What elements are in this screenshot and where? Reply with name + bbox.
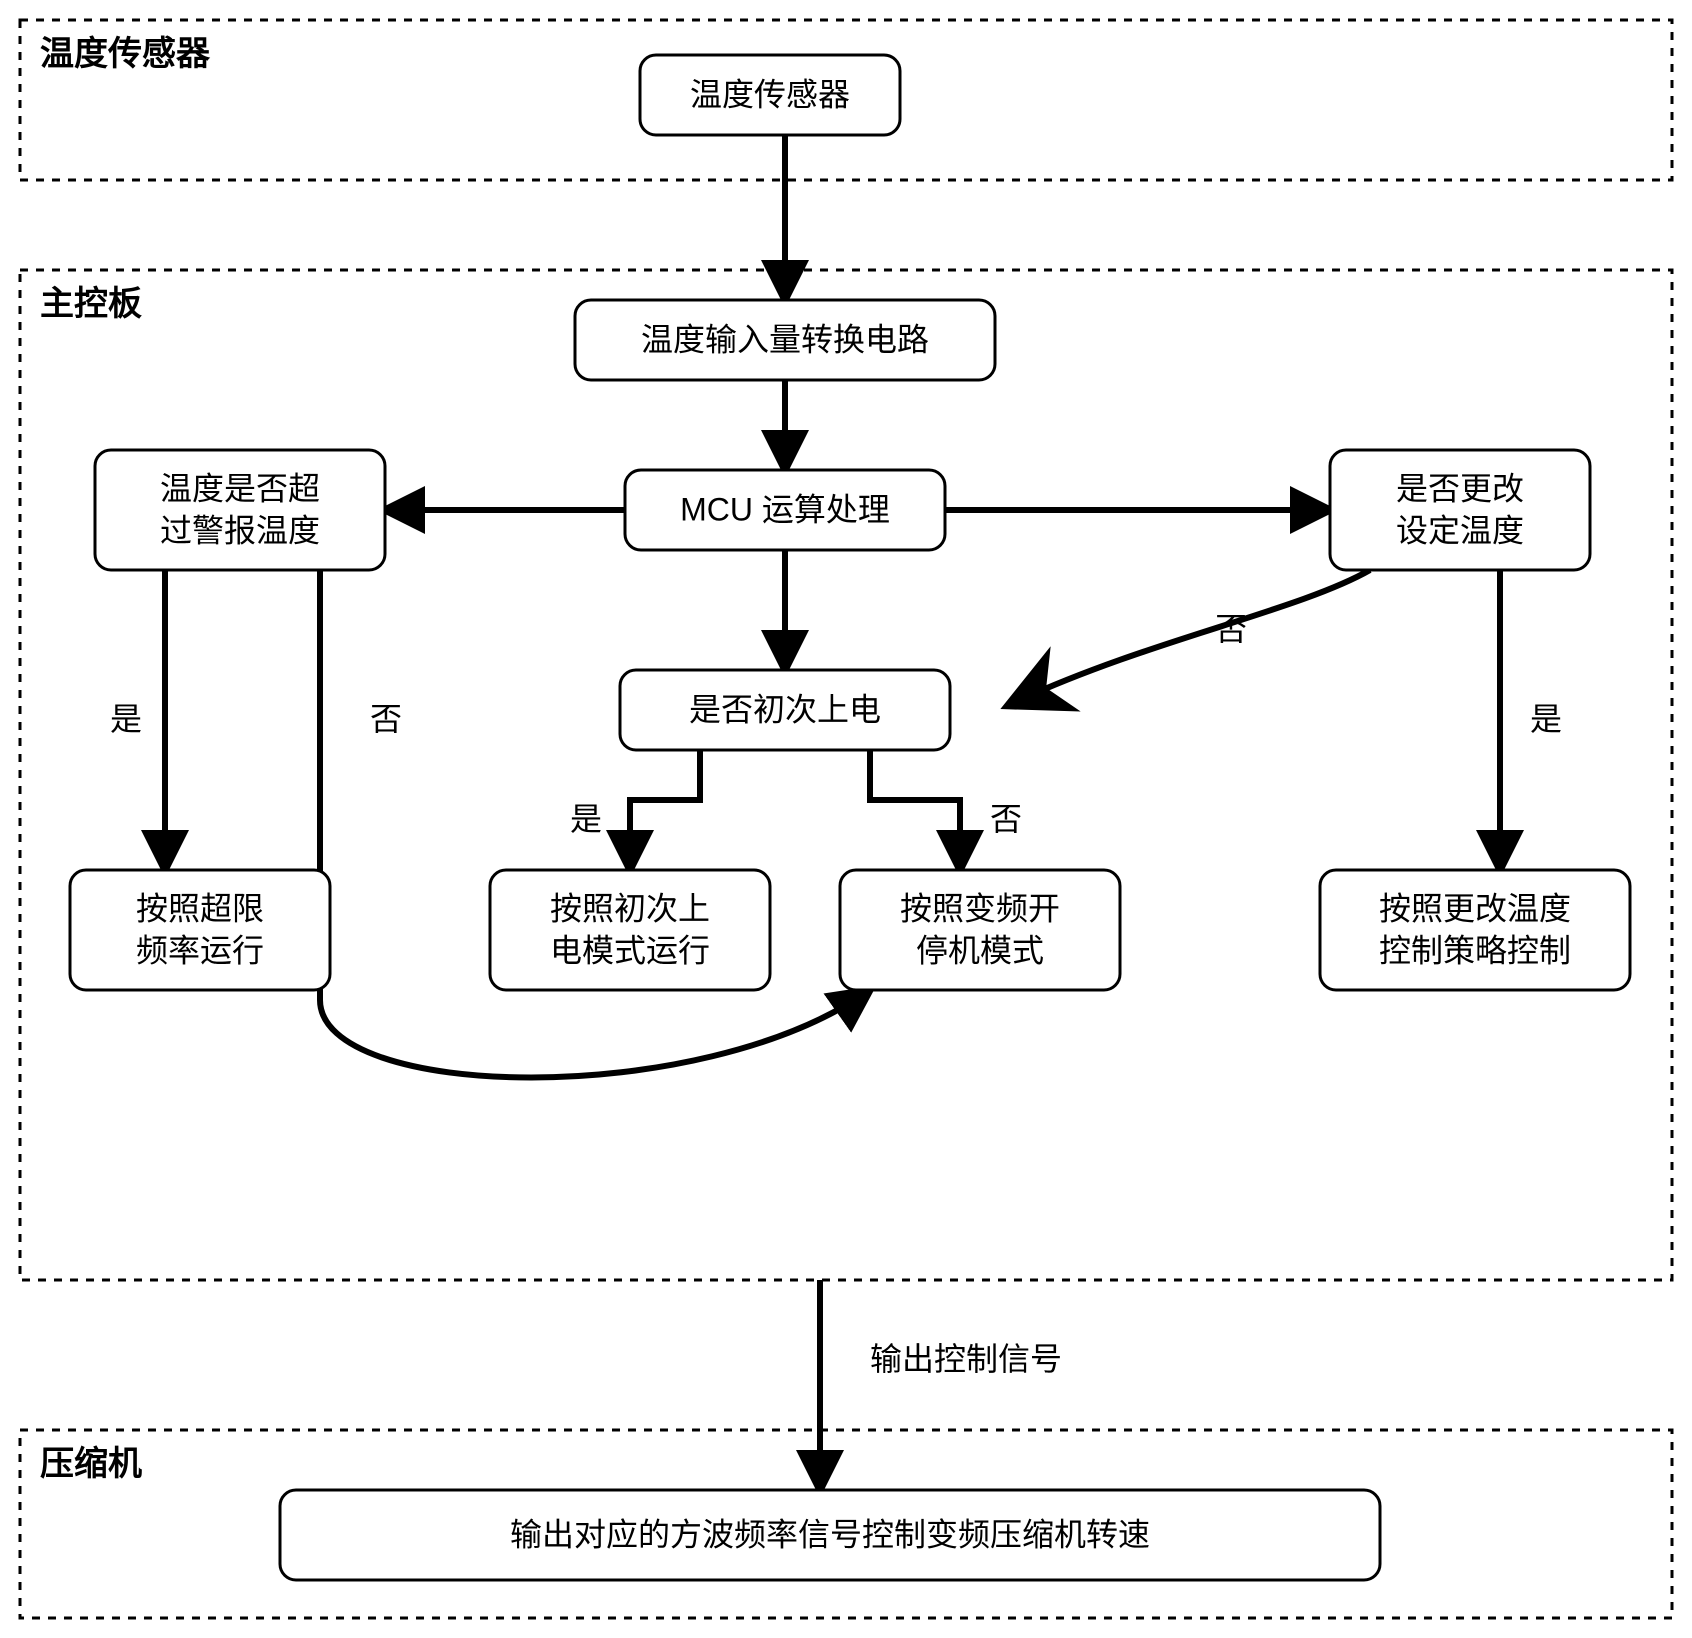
edge-label-e9: 否 [990, 801, 1022, 837]
node-n_firstpower: 是否初次上电 [620, 670, 950, 750]
node-n_alarm: 温度是否超过警报温度 [95, 450, 385, 570]
edge-label-e8: 是 [570, 801, 602, 837]
edge-e9 [870, 750, 960, 870]
node-text-n_sensor-0: 温度传感器 [690, 76, 850, 112]
section-label-sensor: 温度传感器 [40, 35, 211, 73]
node-text-n_mcu-0: MCU 运算处理 [680, 491, 890, 527]
section-label-compressor: 压缩机 [40, 1445, 142, 1483]
node-n_convert: 温度输入量转换电路 [575, 300, 995, 380]
node-text-n_setchange-1: 设定温度 [1396, 512, 1524, 548]
node-text-n_firstpower-0: 是否初次上电 [689, 691, 881, 727]
node-text-n_changectrl-0: 按照更改温度 [1379, 890, 1571, 926]
node-text-n_setchange-0: 是否更改 [1396, 470, 1524, 506]
node-text-n_overlimit-1: 频率运行 [136, 932, 264, 968]
edge-e11 [1020, 570, 1370, 700]
flowchart-canvas: 温度传感器主控板压缩机 温度传感器温度输入量转换电路 MCU 运算处理 温度是否超过… [0, 0, 1692, 1638]
node-text-n_alarm-0: 温度是否超 [160, 470, 320, 506]
node-text-n_vfmode-0: 按照变频开 [900, 890, 1060, 926]
node-n_vfmode: 按照变频开停机模式 [840, 870, 1120, 990]
node-text-n_firstmode-1: 电模式运行 [550, 932, 710, 968]
edge-label-e6: 是 [110, 701, 142, 737]
node-n_changectrl: 按照更改温度控制策略控制 [1320, 870, 1630, 990]
section-mainboard [20, 270, 1672, 1280]
node-n_firstmode: 按照初次上电模式运行 [490, 870, 770, 990]
edge-e8 [630, 750, 700, 870]
edge-label-e12: 否 [370, 701, 402, 737]
node-n_mcu: MCU 运算处理 [625, 470, 945, 550]
node-n_setchange: 是否更改设定温度 [1330, 450, 1590, 570]
node-text-n_firstmode-0: 按照初次上 [550, 890, 710, 926]
node-text-n_convert-0: 温度输入量转换电路 [641, 321, 929, 357]
node-text-n_overlimit-0: 按照超限 [136, 890, 264, 926]
node-text-n_changectrl-1: 控制策略控制 [1379, 932, 1571, 968]
edge-label-e11: 否 [1215, 611, 1247, 647]
section-label-mainboard: 主控板 [40, 285, 142, 323]
edge-label-e10: 是 [1530, 701, 1562, 737]
node-text-n_vfmode-1: 停机模式 [916, 932, 1044, 968]
node-n_output: 输出对应的方波频率信号控制变频压缩机转速 [280, 1490, 1380, 1580]
edge-label-e13: 输出控制信号 [870, 1341, 1062, 1377]
node-n_sensor: 温度传感器 [640, 55, 900, 135]
node-n_overlimit: 按照超限频率运行 [70, 870, 330, 990]
node-text-n_alarm-1: 过警报温度 [160, 512, 320, 548]
node-text-n_output-0: 输出对应的方波频率信号控制变频压缩机转速 [510, 1516, 1150, 1552]
